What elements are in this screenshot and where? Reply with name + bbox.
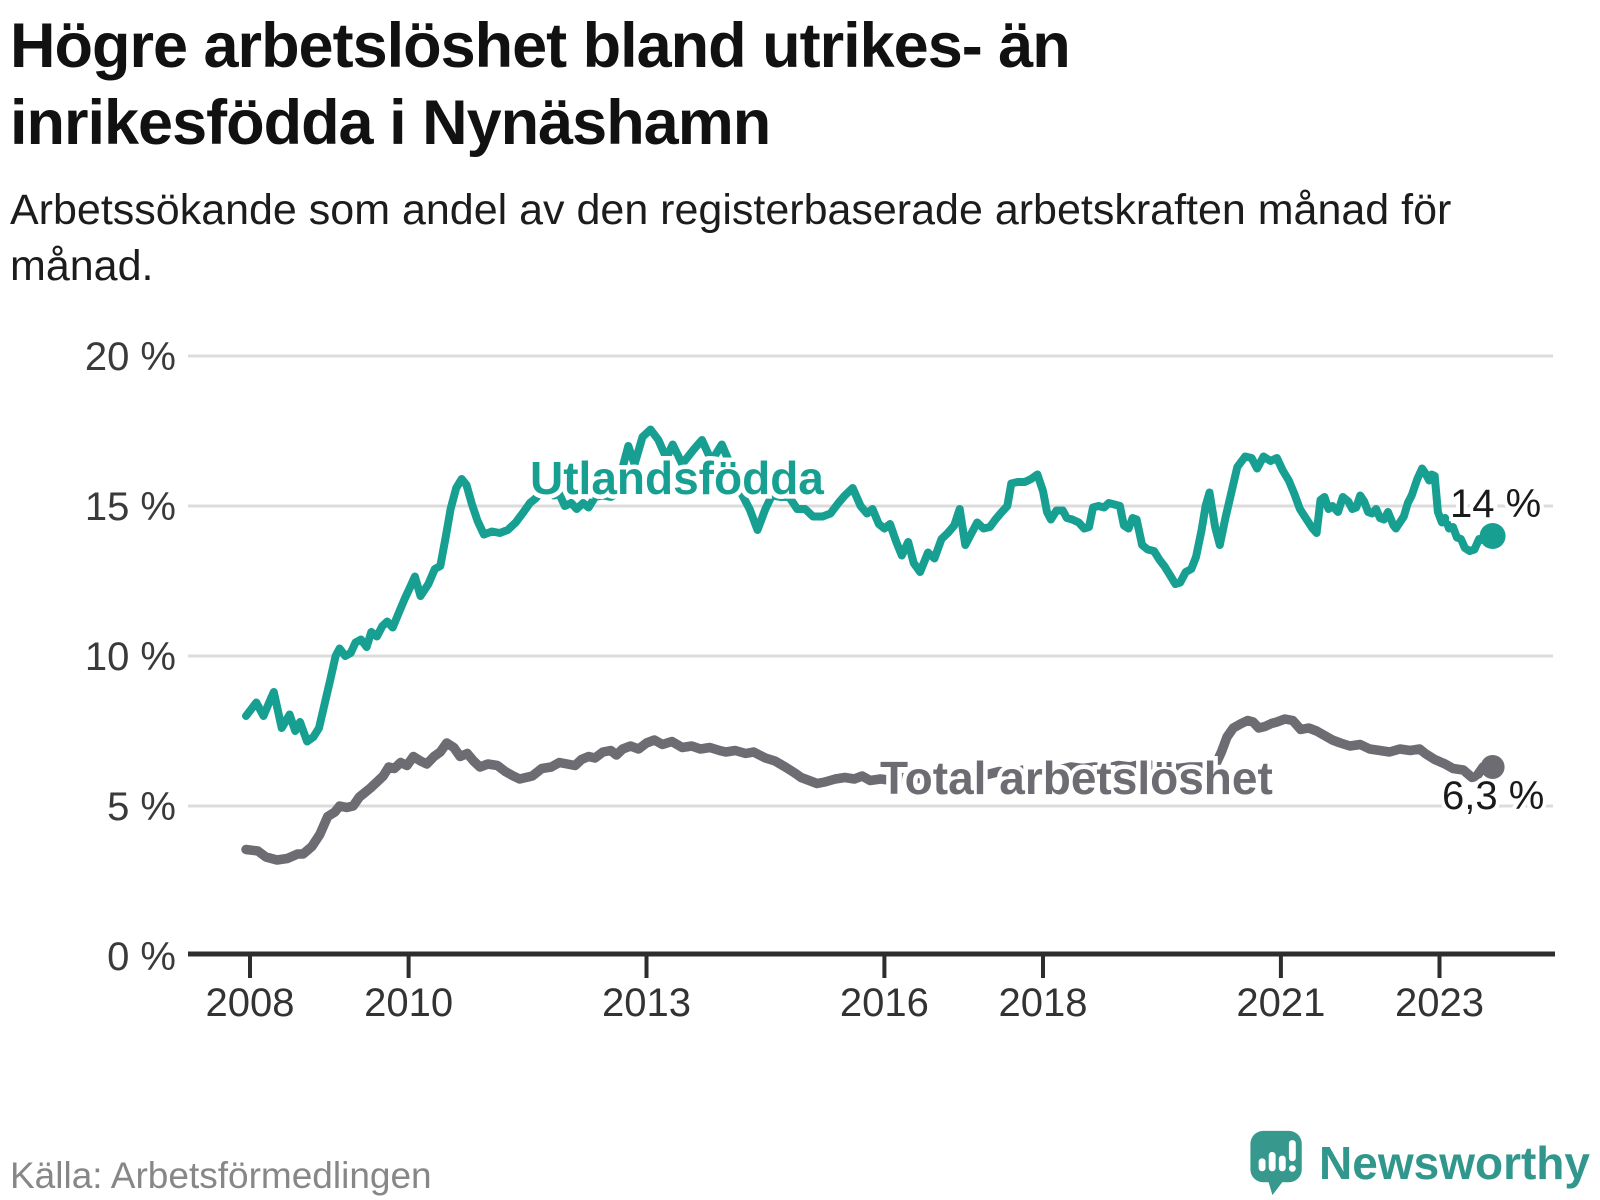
gridlines	[188, 354, 1553, 808]
end-value-label-utlandsfodda: 14 %	[1450, 482, 1541, 526]
brand: Newsworthy	[1249, 1130, 1590, 1196]
end-dot-utlandsfodda	[1479, 523, 1506, 549]
x-tick-label: 2018	[999, 981, 1088, 1025]
y-axis-labels: 20 % 15 % 10 % 5 % 0 %	[85, 335, 176, 979]
series-label-utlandsfodda: Utlandsfödda	[530, 452, 824, 504]
x-tick-label: 2016	[840, 981, 929, 1025]
source-note: Källa: Arbetsförmedlingen	[10, 1155, 432, 1196]
y-tick-label: 0 %	[107, 935, 176, 979]
x-tick-label: 2021	[1236, 981, 1325, 1025]
x-tick-label: 2023	[1395, 981, 1484, 1025]
y-tick-label: 5 %	[107, 785, 176, 829]
end-dot-total	[1480, 755, 1505, 779]
x-axis-labels: 2008 2010 2013 2016 2018 2021 2023	[206, 981, 1484, 1025]
end-value-label-total: 6,3 %	[1442, 774, 1544, 818]
series-label-total: Total arbetslöshet	[880, 752, 1273, 804]
chart-subtitle: Arbetssökande som andel av den registerb…	[10, 186, 1452, 290]
x-tick-label: 2013	[602, 981, 691, 1025]
x-axis	[188, 951, 1555, 978]
brand-name: Newsworthy	[1319, 1137, 1590, 1189]
line-total-arbetsloshet	[241, 714, 1498, 865]
newsworthy-logo-icon	[1250, 1130, 1302, 1196]
page-title: Högre arbetslöshet bland utrikes- än inr…	[10, 11, 1071, 158]
y-tick-label: 10 %	[85, 635, 176, 679]
x-tick-label: 2010	[364, 981, 453, 1025]
x-tick-label: 2008	[206, 981, 295, 1025]
y-tick-label: 15 %	[85, 485, 176, 529]
line-utlandsfodda	[242, 425, 1497, 746]
y-tick-label: 20 %	[85, 335, 176, 379]
